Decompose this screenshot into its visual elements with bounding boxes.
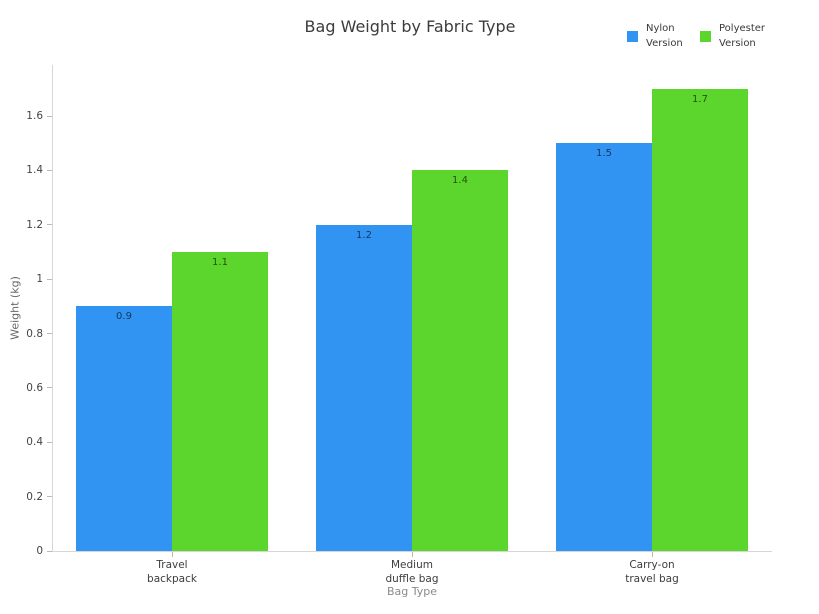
legend-item-nylon[interactable]: Nylon Version [627, 22, 692, 51]
legend-item-polyester[interactable]: Polyester Version [700, 22, 765, 51]
y-tick-mark [47, 169, 52, 171]
y-tick-label: 0.6 [26, 381, 43, 394]
y-tick-label: 1.4 [26, 164, 43, 177]
bar-nylon-version-1 [76, 306, 172, 551]
category-label: Medium duffle bag [385, 559, 439, 585]
bar-nylon-version-3 [556, 143, 652, 551]
x-tick-mark [171, 552, 173, 557]
y-tick-label: 1.6 [26, 110, 43, 122]
y-tick-label: 1.2 [26, 218, 43, 231]
legend-label-polyester: Polyester Version [719, 23, 766, 49]
legend: Nylon Version Polyester Version [627, 22, 765, 51]
category-label: Carry-on travel bag [625, 559, 679, 585]
x-axis-line [52, 551, 772, 552]
y-tick-mark [47, 224, 52, 226]
nylon-legend-swatch-icon [627, 31, 638, 42]
bar-value-label: 1.4 [452, 175, 468, 187]
category-label: Travel backpack [147, 559, 197, 585]
x-tick-mark [411, 552, 413, 557]
y-tick-label: 0.4 [26, 436, 43, 449]
bar-polyester-version-2 [412, 170, 508, 551]
bar-nylon-version-2 [316, 224, 412, 551]
y-tick-mark [47, 496, 52, 498]
y-tick-mark [47, 387, 52, 389]
bar-value-label: 1.7 [692, 93, 708, 105]
y-tick-mark [47, 115, 52, 117]
x-tick-mark [651, 552, 653, 557]
y-tick-label: 0.2 [26, 490, 43, 503]
bar-value-label: 1.1 [212, 256, 228, 268]
bar-value-label: 0.9 [116, 311, 132, 323]
bar-value-label: 1.2 [356, 229, 372, 241]
chart-title: Bag Weight by Fabric Type [304, 17, 516, 36]
y-tick-mark [47, 333, 52, 334]
bar-polyester-version-3 [652, 88, 748, 551]
y-tick-label: 0 [36, 545, 43, 557]
legend-label-nylon: Nylon Version [646, 23, 683, 49]
y-axis-title: Weight (kg) [8, 276, 22, 340]
x-axis-title: Bag Type [386, 585, 438, 598]
bar-value-label: 1.5 [596, 148, 612, 160]
y-tick-label: 1 [36, 273, 43, 286]
y-tick-mark [47, 441, 52, 443]
polyester-legend-swatch-icon [700, 31, 711, 42]
y-axis-line [52, 65, 53, 551]
y-tick-label: 0.8 [26, 327, 43, 340]
bar-polyester-version-1 [172, 251, 268, 551]
y-tick-mark [47, 550, 52, 552]
y-tick-mark [47, 278, 52, 280]
